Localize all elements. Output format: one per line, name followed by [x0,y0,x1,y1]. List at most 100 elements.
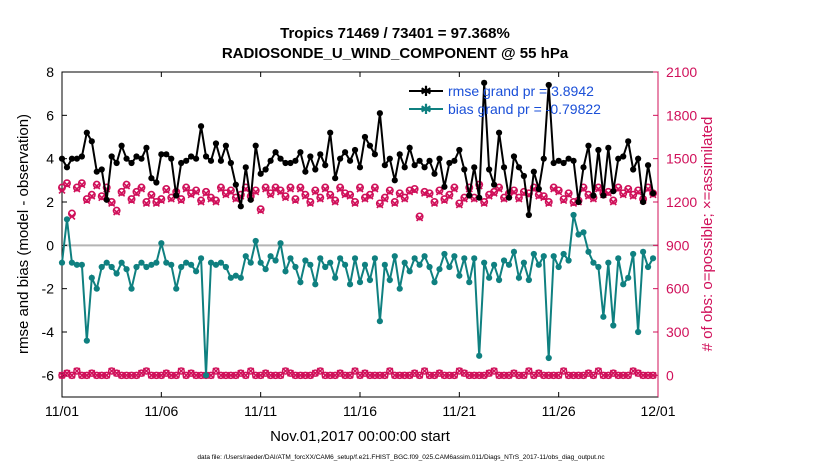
series-rmse-point [505,194,513,201]
series-rmse-point [401,164,408,171]
series-rmse-point [466,192,473,199]
obs-assimilated-point [366,192,374,200]
y-left-tick-label: 8 [46,64,54,80]
series-bias-point [396,285,403,292]
obs-possible-point [311,186,320,195]
series-bias-point [217,259,225,266]
series-rmse-point [237,203,244,210]
series-bias-point [346,281,354,288]
series-bias-point [272,257,279,264]
series-rmse-point [535,185,542,193]
series-rmse-point [217,157,225,164]
obs-assimilated-point [421,189,429,197]
series-bias-point [530,250,537,258]
series-bias-point [148,261,155,268]
obs-assimilated-bottom-point [411,369,419,377]
series-bias-point [307,261,314,268]
series-bias-point [173,285,180,292]
obs-assimilated-point [202,189,210,197]
obs-assimilated-bottom-point [232,371,240,379]
obs-possible-bottom-point [425,371,434,380]
series-bias-point [366,276,374,284]
x-tick-label: 11/01 [45,403,79,419]
series-bias-point [322,263,329,271]
obs-possible-point [450,183,459,192]
series-bias-point [476,352,483,359]
series-bias-point [242,253,249,260]
obs-assimilated-point [217,185,225,193]
series-rmse-point [421,164,428,171]
obs-possible-point [539,192,548,201]
obs-assimilated-point [58,186,66,195]
y-left-tick-label: -4 [42,324,55,340]
obs-assimilated-point [276,188,285,196]
series-rmse-point [491,181,498,188]
obs-assimilated-point [346,192,354,200]
series-rmse-point [197,123,205,130]
series-bias-point [391,253,398,260]
obs-possible-bottom-point [371,371,379,380]
obs-assimilated-bottom-point [505,371,513,379]
obs-assimilated-point [376,201,384,209]
series-bias-point [292,263,299,271]
series-rmse-point [58,155,66,162]
series-bias-point [461,255,468,262]
series-bias-point [426,263,433,271]
y-right-tick-label: 600 [666,281,690,297]
series-rmse-point [441,183,448,190]
series-rmse-point [108,153,115,160]
series-bias-point [153,259,160,266]
obs-possible-bottom-point [246,367,255,375]
obs-possible-point [306,198,315,207]
series-rmse-point [575,198,582,206]
series-rmse-point [292,157,299,164]
obs-possible-point [122,180,131,189]
obs-assimilated-point [545,199,553,208]
series-bias-point [93,285,100,292]
series-rmse-point [595,146,602,154]
obs-possible-point [182,183,191,192]
obs-assimilated-bottom-point [435,369,443,377]
y-left-tick-label: 0 [46,237,54,253]
obs-possible-point [445,190,454,199]
series-rmse-point [555,157,562,164]
obs-possible-bottom-point [554,371,563,380]
obs-assimilated-bottom-point [634,369,642,377]
series-bias-point [431,279,438,286]
obs-assimilated-point [157,196,165,205]
obs-possible-bottom-point [381,371,389,380]
obs-assimilated-point [207,195,215,203]
obs-possible-point [202,187,211,196]
obs-possible-point [331,196,340,205]
obs-assimilated-point [257,207,265,215]
series-rmse-point [615,155,622,162]
obs-assimilated-bottom-point [406,371,414,379]
y-right-tick-label: 900 [666,237,690,253]
series-bias-point [247,259,254,266]
obs-possible-point [514,193,523,202]
series-bias-point [108,263,115,271]
obs-assimilated-point [127,196,136,205]
obs-assimilated-bottom-point [113,369,121,377]
obs-assimilated-point [386,188,394,196]
series-bias-point [471,255,478,262]
obs-assimilated-bottom-point [584,369,592,377]
obs-possible-bottom-point [594,367,603,375]
series-rmse-point [98,166,105,173]
series-rmse-point [590,192,597,199]
series-rmse-point [381,162,388,169]
series-bias-point [401,259,408,266]
series-rmse-point [431,170,438,177]
obs-assimilated-point [550,185,558,193]
series-bias-point [615,255,622,262]
obs-assimilated-bottom-point [530,371,538,379]
obs-possible-bottom-point [122,371,131,380]
series-rmse-point [525,211,532,219]
series-rmse-point [565,155,572,162]
series-rmse-point [486,166,493,173]
y-axis-label-left: rmse and bias (model - observation) [15,114,32,354]
obs-assimilated-point [296,185,304,193]
series-bias-point [570,211,577,219]
obs-possible-point [77,179,86,188]
obs-possible-bottom-point [321,371,329,380]
